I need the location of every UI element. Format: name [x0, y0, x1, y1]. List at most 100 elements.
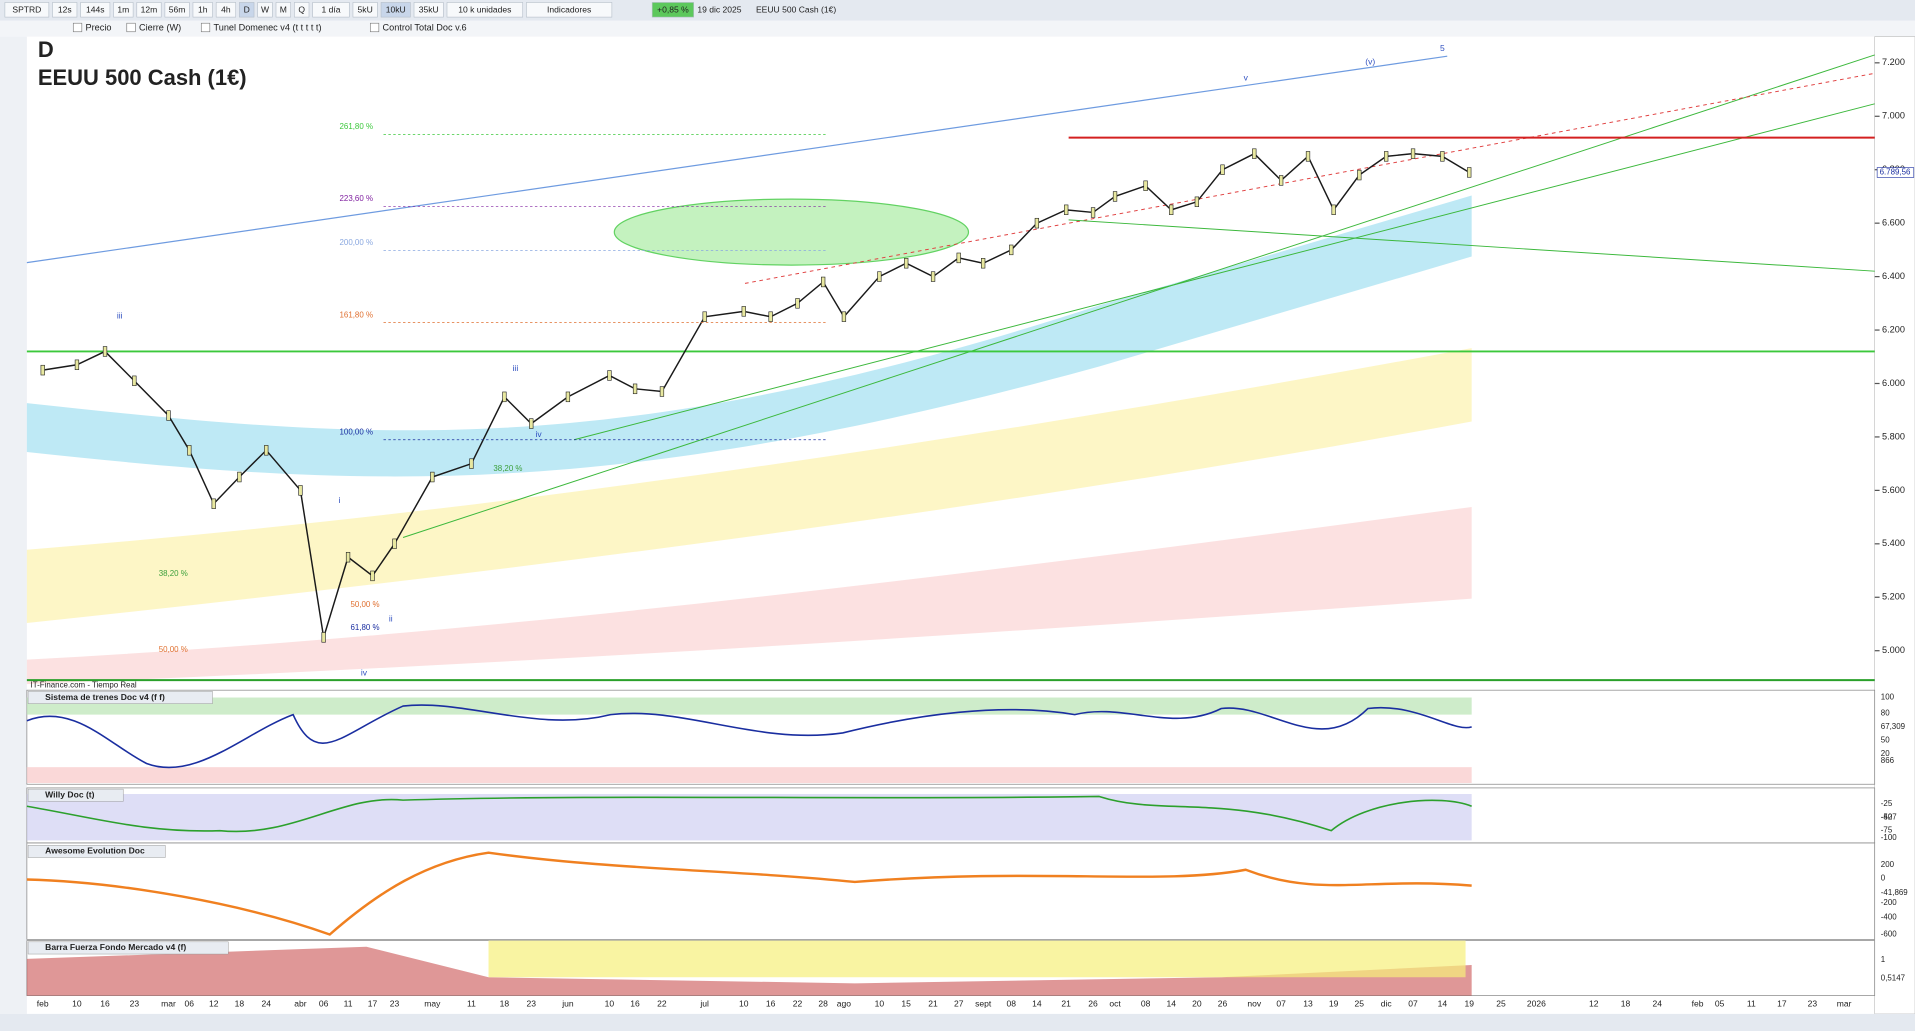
x-tick-label: 23 [527, 998, 537, 1008]
fib-label: 200,00 % [340, 238, 373, 247]
change-badge[interactable]: +0,85 % [657, 5, 689, 15]
candle [1194, 196, 1200, 207]
candle [1009, 244, 1014, 256]
period-button-bg[interactable] [312, 2, 350, 18]
timeframe-button[interactable]: 144s [86, 5, 105, 15]
x-tick-label: 10 [875, 998, 885, 1008]
panel-axis-label: -100 [1881, 833, 1897, 842]
timeframe-button[interactable]: M [280, 5, 287, 15]
panel-title: Sistema de trenes Doc v4 (f f) [45, 692, 165, 702]
timeframe-button[interactable]: 1m [117, 5, 129, 15]
fib-label: 38,20 % [159, 569, 188, 578]
x-tick-label: 08 [1141, 998, 1151, 1008]
x-tick-label: 07 [1408, 998, 1418, 1008]
x-tick-label: 26 [1218, 998, 1228, 1008]
legend-entry[interactable]: Cierre (W) [139, 23, 181, 33]
x-tick-label: 16 [100, 998, 110, 1008]
indicators-button[interactable]: Indicadores [547, 5, 591, 15]
units-menu[interactable]: 10 k unidades [458, 5, 511, 15]
willy-line [26, 795, 1472, 833]
y-tick-label: 5.600 [1882, 485, 1905, 495]
candle [187, 445, 192, 456]
last-price: 6.789,56 [1880, 168, 1911, 177]
units-button-bg[interactable] [413, 2, 444, 18]
legend-entry[interactable]: Tunel Domenec v4 (t t t t t) [213, 23, 321, 33]
timeframe-button-bg[interactable] [113, 2, 134, 18]
timeframe-button-bg[interactable] [80, 2, 111, 18]
candle [430, 471, 435, 483]
panel-axis-label: 67,309 [1881, 722, 1906, 731]
x-tick-label: sept [975, 998, 992, 1008]
x-tick-label: 21 [928, 998, 938, 1008]
timeframe-button[interactable]: 12m [141, 5, 158, 15]
legend-entry[interactable]: Control Total Doc v.6 [383, 23, 467, 33]
candle [1331, 204, 1336, 215]
candle [1034, 217, 1040, 229]
timeframe-button[interactable]: 56m [169, 5, 186, 15]
units-menu-bg[interactable] [446, 2, 524, 18]
panel-header [27, 691, 213, 704]
fib-label: 38,20 % [493, 464, 522, 473]
indicators-button-bg[interactable] [526, 2, 613, 18]
y-tick-label: 7.000 [1882, 111, 1905, 121]
timeframe-button[interactable]: W [261, 5, 270, 15]
legend-check[interactable] [369, 22, 380, 33]
timeframe-button[interactable]: 1h [198, 5, 208, 15]
units-button-bg[interactable] [380, 2, 411, 18]
x-tick-label: mar [1837, 998, 1852, 1008]
legend-check[interactable] [72, 22, 83, 33]
candle [166, 410, 171, 421]
timeframe-button-bg[interactable] [136, 2, 162, 18]
panel-axis-label: 50 [1881, 735, 1890, 744]
change-badge-bg[interactable] [651, 2, 695, 18]
x-tick-label: feb [1692, 998, 1704, 1008]
y-tick-label: 7.200 [1882, 57, 1905, 67]
timeframe-button[interactable]: 4h [221, 5, 231, 15]
timeframe-button[interactable]: Q [298, 5, 305, 15]
y-tick-label: 6.600 [1882, 218, 1905, 228]
x-tick-label: 17 [1777, 998, 1787, 1008]
units-button[interactable]: 35kU [419, 5, 439, 15]
x-tick-label: 28 [818, 998, 828, 1008]
panel-axis-label: 20 [1881, 749, 1890, 758]
fib-label: 223,60 % [340, 194, 373, 203]
x-tick-label: 21 [1061, 998, 1071, 1008]
timeframe-button-bg[interactable] [164, 2, 190, 18]
legend-check[interactable] [200, 22, 211, 33]
symbol-button-bg[interactable] [4, 2, 50, 18]
timeframe-button[interactable]: D [244, 5, 250, 15]
candle [956, 252, 961, 264]
candle [1090, 207, 1096, 218]
period-button[interactable]: 1 día [321, 5, 340, 15]
candle [1169, 204, 1174, 215]
units-button[interactable]: 10kU [386, 5, 406, 15]
candle [40, 364, 45, 376]
panel-title: Barra Fuerza Fondo Mercado v4 (f) [45, 942, 186, 952]
candle [981, 258, 986, 269]
timeframe-button-bg[interactable] [294, 2, 310, 18]
units-button-bg[interactable] [352, 2, 378, 18]
source: IT-Finance.com - Tiempo Real [31, 680, 137, 689]
candle [102, 346, 108, 357]
x-tick-label: 06 [185, 998, 195, 1008]
symbol-button[interactable]: SPTRD [12, 5, 41, 15]
timeframe-button-bg[interactable] [239, 2, 255, 18]
timeframe-button-bg[interactable] [275, 2, 291, 18]
x-tick-label: 24 [261, 998, 271, 1008]
legend-check[interactable] [126, 22, 136, 33]
legend-bar [0, 20, 1915, 37]
units-button[interactable]: 5kU [358, 5, 373, 15]
candle [607, 370, 612, 381]
timeframe-button[interactable]: 12s [58, 5, 72, 15]
x-tick-label: 17 [368, 998, 378, 1008]
candle [132, 375, 137, 387]
candle [1384, 151, 1389, 162]
fib-label: 261,80 % [340, 122, 373, 131]
legend-entry[interactable]: Precio [85, 23, 111, 33]
timeframe-button-bg[interactable] [52, 2, 78, 18]
timeframe-button-bg[interactable] [192, 2, 213, 18]
timeframe-button-bg[interactable] [215, 2, 237, 18]
timeframe-button-bg[interactable] [257, 2, 273, 18]
x-tick-label: 23 [130, 998, 140, 1008]
panel-axis-label: -25 [1881, 799, 1893, 808]
